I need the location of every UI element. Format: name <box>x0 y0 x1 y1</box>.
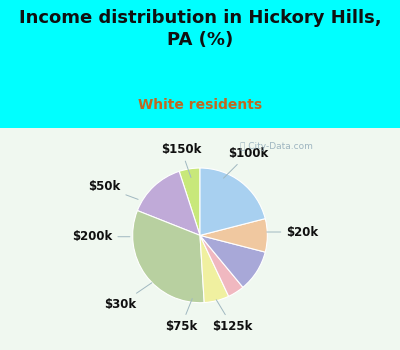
Text: $100k: $100k <box>224 147 269 178</box>
Wedge shape <box>137 171 200 235</box>
Text: $75k: $75k <box>165 299 197 333</box>
Wedge shape <box>200 235 265 287</box>
Text: ⓘ City-Data.com: ⓘ City-Data.com <box>240 142 313 151</box>
Text: $150k: $150k <box>161 143 201 177</box>
Text: Income distribution in Hickory Hills,
PA (%): Income distribution in Hickory Hills, PA… <box>19 9 381 49</box>
Text: $50k: $50k <box>88 180 138 199</box>
Text: $200k: $200k <box>72 230 130 243</box>
Wedge shape <box>200 235 229 303</box>
Wedge shape <box>200 235 243 296</box>
Text: $125k: $125k <box>212 300 252 333</box>
Wedge shape <box>200 219 267 252</box>
Text: $20k: $20k <box>267 225 318 238</box>
Wedge shape <box>179 168 200 235</box>
Text: $30k: $30k <box>104 283 152 310</box>
Text: White residents: White residents <box>138 98 262 112</box>
Wedge shape <box>200 168 265 235</box>
Wedge shape <box>133 211 204 303</box>
